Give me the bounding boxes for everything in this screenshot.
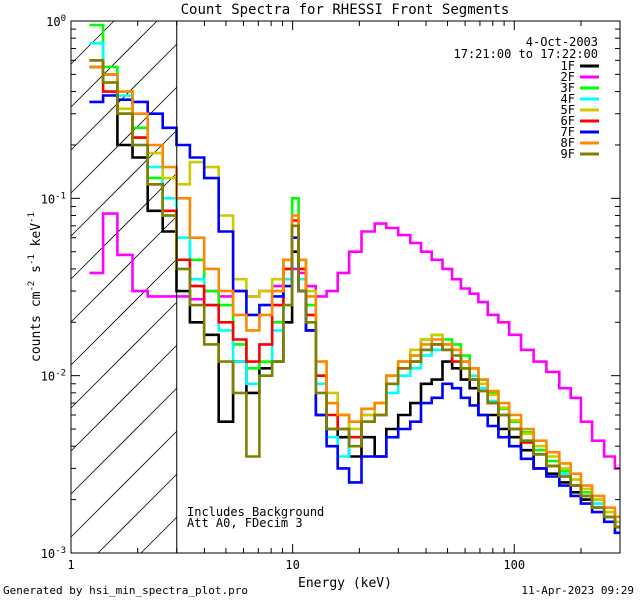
hatch-line [70,344,178,452]
x-tick-labels: 1 10 100 [67,558,525,572]
chart-title: Count Spectra for RHESSI Front Segments [181,2,510,18]
hatch-line [70,43,178,151]
hatch-line [70,129,178,237]
hatch-line [70,20,158,108]
date-label: 4-Oct-2003 [526,35,598,49]
generated-by-footer: Generated by hsi_min_spectra_plot.pro [3,584,248,597]
x-tick-label: 100 [503,558,525,572]
annotation-background: Includes Background [187,505,324,519]
x-axis-label: Energy (keV) [298,576,392,591]
annotation-attenuator: Att A0, FDecim 3 [187,516,303,530]
y-tick-labels: 100 10-1 10-2 10-3 [41,14,66,561]
series-line-9F [89,59,620,529]
hatch-line [70,387,178,495]
hatch-line [70,86,178,194]
y-axis-label: counts cm-2 s-1 keV-1 [27,212,44,362]
hatch-line [97,473,178,554]
hatch-line [70,215,178,323]
excluded-energy-region [70,20,178,554]
hatch-line [70,172,178,280]
series-layer [89,23,620,535]
hatch-line [140,516,178,554]
x-tick-label: 1 [67,558,74,572]
y-tick-label: 100 [46,14,66,29]
hatch-line [70,430,178,538]
legend-label-5F: 5F [561,103,575,117]
timestamp-footer: 11-Apr-2023 09:29 [521,584,634,597]
hatch-line [70,301,178,409]
y-tick-label: 10-2 [41,369,66,384]
y-tick-label: 10-3 [41,546,66,561]
legend-label-1F: 1F [561,59,575,73]
time-range-label: 17:21:00 to 17:22:00 [454,47,599,61]
plot-frame [70,20,621,554]
y-tick-label: 10-1 [41,191,66,206]
legend-label-4F: 4F [561,92,575,106]
legend-label-9F: 9F [561,147,575,161]
series-line-8F [89,65,620,519]
legend-label-8F: 8F [561,136,575,150]
legend-label-6F: 6F [561,114,575,128]
legend-label-2F: 2F [561,70,575,84]
series-line-7F [89,94,620,535]
legend-label-3F: 3F [561,81,575,95]
axis-ticks [70,20,621,554]
x-tick-label: 10 [285,558,299,572]
hatch-line [70,258,178,366]
legend-label-7F: 7F [561,125,575,139]
